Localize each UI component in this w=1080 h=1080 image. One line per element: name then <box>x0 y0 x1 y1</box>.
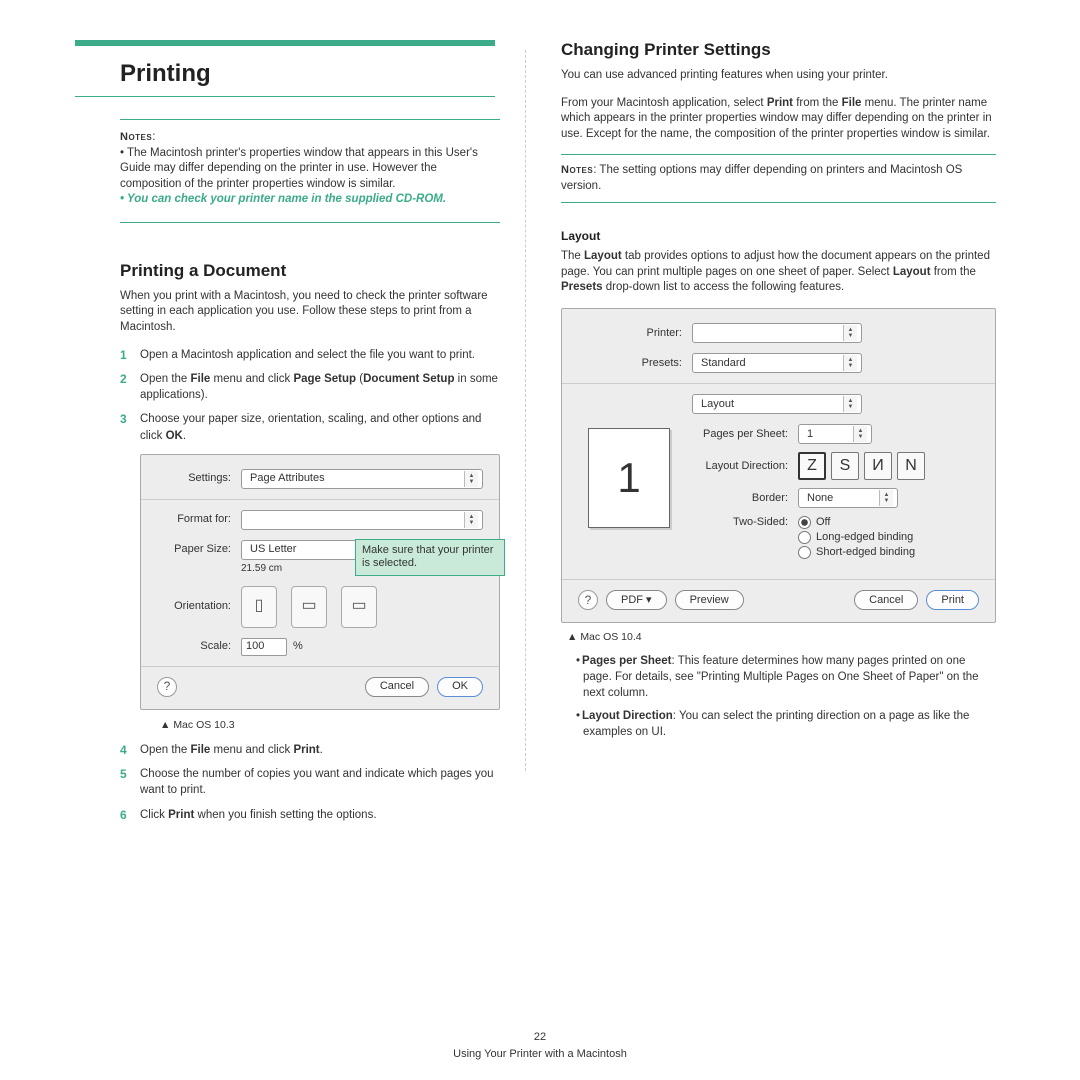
ok-button[interactable]: OK <box>437 677 483 697</box>
orientation-landscape-rev[interactable]: ▭ <box>341 586 377 628</box>
printer-label: Printer: <box>578 327 692 339</box>
presets-select[interactable]: Standard ▲▼ <box>692 353 862 373</box>
page-preview: 1 <box>588 428 670 528</box>
step-3: Choose your paper size, orientation, sca… <box>120 411 500 732</box>
page-footer: 22 Using Your Printer with a Macintosh <box>0 1029 1080 1062</box>
right-column: Changing Printer Settings You can use ad… <box>526 40 1016 831</box>
left-column: Printing Notes: The Macintosh printer's … <box>35 40 525 831</box>
dialog-caption: Mac OS 10.4 <box>567 631 996 643</box>
preview-button[interactable]: Preview <box>675 590 744 610</box>
select-arrows-icon: ▲▼ <box>843 355 857 371</box>
layout-intro: The Layout tab provides options to adjus… <box>561 249 996 296</box>
printer-select[interactable]: ▲▼ <box>692 323 862 343</box>
papersize-label: Paper Size: <box>157 542 241 557</box>
footer-caption: Using Your Printer with a Macintosh <box>0 1046 1080 1063</box>
layout-heading: Layout <box>561 229 996 243</box>
dir-label: Layout Direction: <box>698 460 798 472</box>
layout-dir-4[interactable]: N <box>897 452 925 480</box>
select-arrows-icon: ▲▼ <box>843 396 857 412</box>
pps-label: Pages per Sheet: <box>698 428 798 440</box>
select-arrows-icon: ▲▼ <box>853 426 867 442</box>
orientation-portrait[interactable]: ▯ <box>241 586 277 628</box>
right-intro-2: From your Macintosh application, select … <box>561 96 996 143</box>
scale-input[interactable]: 100 <box>241 638 287 656</box>
scale-unit: % <box>293 639 303 654</box>
scale-label: Scale: <box>157 639 241 654</box>
twosided-label: Two-Sided: <box>698 516 798 528</box>
help-button[interactable]: ? <box>157 677 177 697</box>
orientation-label: Orientation: <box>157 599 241 614</box>
help-button[interactable]: ? <box>578 590 598 610</box>
right-notes-block: Notes: The setting options may differ de… <box>561 154 996 203</box>
papersize-dim: 21.59 cm <box>241 562 282 576</box>
settings-label: Settings: <box>157 471 241 486</box>
settings-select[interactable]: Page Attributes ▲▼ <box>241 469 483 489</box>
select-arrows-icon: ▲▼ <box>843 325 857 341</box>
tooltip-callout: Make sure that your printer is selected. <box>355 539 505 577</box>
page-setup-dialog: Settings: Page Attributes ▲▼ Format for:… <box>140 454 500 710</box>
notes-block: Notes: The Macintosh printer's propertie… <box>120 119 500 223</box>
feature-list: Pages per Sheet: This feature determines… <box>561 653 996 740</box>
step-5: Choose the number of copies you want and… <box>120 766 500 798</box>
feature-item: Layout Direction: You can select the pri… <box>583 708 996 740</box>
border-select[interactable]: None ▲▼ <box>798 488 898 508</box>
layout-dir-2[interactable]: S <box>831 452 859 480</box>
right-intro-1: You can use advanced printing features w… <box>561 68 996 84</box>
presets-label: Presets: <box>578 357 692 369</box>
select-arrows-icon: ▲▼ <box>879 490 893 506</box>
border-label: Border: <box>698 492 798 504</box>
section-intro: When you print with a Macintosh, you nee… <box>120 289 500 336</box>
section-heading: Printing a Document <box>120 261 500 281</box>
layout-dir-3[interactable]: И <box>864 452 892 480</box>
page-number: 22 <box>0 1029 1080 1046</box>
layout-dir-1[interactable]: Z <box>798 452 826 480</box>
title-bar: Printing <box>75 40 495 97</box>
radio-short[interactable]: Short-edged binding <box>798 546 915 559</box>
tab-select[interactable]: Layout ▲▼ <box>692 394 862 414</box>
pps-select[interactable]: 1 ▲▼ <box>798 424 872 444</box>
notes-label: Notes <box>561 164 593 176</box>
right-heading: Changing Printer Settings <box>561 40 996 60</box>
step-4: Open the File menu and click Print. <box>120 742 500 758</box>
notes-item-highlight: You can check your printer name in the s… <box>120 192 500 208</box>
select-arrows-icon: ▲▼ <box>464 512 478 528</box>
print-button[interactable]: Print <box>926 590 979 610</box>
steps-list: Open a Macintosh application and select … <box>120 347 500 823</box>
print-layout-dialog: Printer: ▲▼ Presets: Standard ▲▼ Layout … <box>561 308 996 623</box>
notes-label: Notes <box>120 131 152 143</box>
step-2: Open the File menu and click Page Setup … <box>120 371 500 403</box>
orientation-landscape[interactable]: ▭ <box>291 586 327 628</box>
step-1: Open a Macintosh application and select … <box>120 347 500 363</box>
dialog-caption: Mac OS 10.3 <box>160 718 500 733</box>
step-6: Click Print when you finish setting the … <box>120 807 500 823</box>
feature-item: Pages per Sheet: This feature determines… <box>583 653 996 701</box>
formatfor-select[interactable]: ▲▼ <box>241 510 483 530</box>
radio-long[interactable]: Long-edged binding <box>798 531 915 544</box>
formatfor-label: Format for: <box>157 512 241 527</box>
cancel-button[interactable]: Cancel <box>854 590 918 610</box>
main-heading: Printing <box>120 60 495 88</box>
select-arrows-icon: ▲▼ <box>464 471 478 487</box>
pdf-button[interactable]: PDF ▾ <box>606 590 667 610</box>
notes-item: The Macintosh printer's properties windo… <box>120 146 500 193</box>
cancel-button[interactable]: Cancel <box>365 677 429 697</box>
radio-off[interactable]: Off <box>798 516 915 529</box>
